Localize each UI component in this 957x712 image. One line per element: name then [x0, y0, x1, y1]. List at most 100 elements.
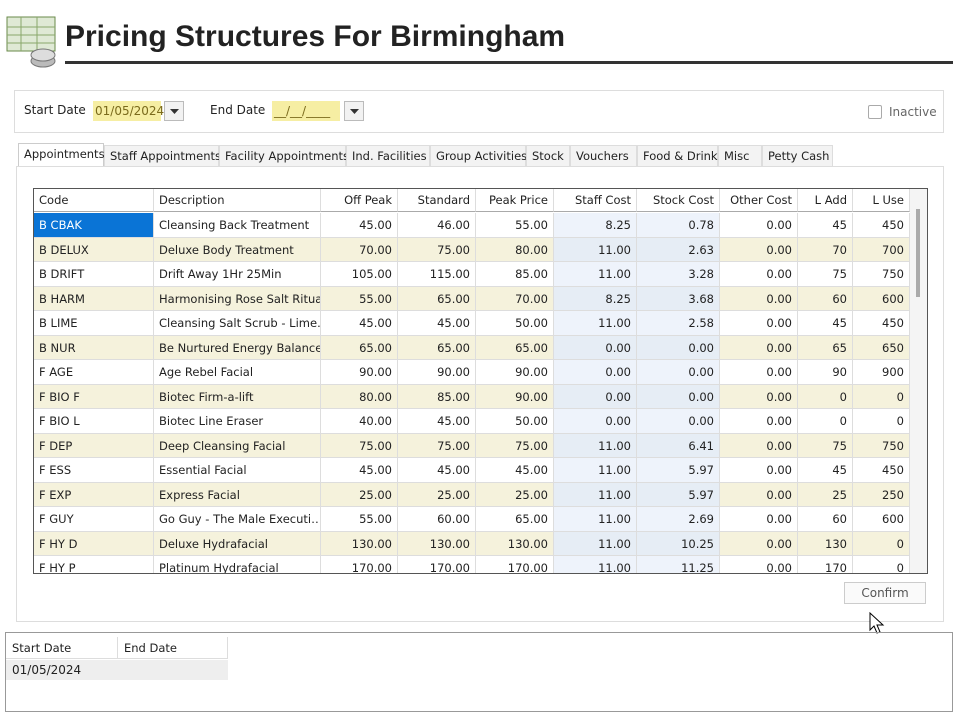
table-cell[interactable]: B HARM: [34, 286, 154, 311]
table-cell[interactable]: 45: [798, 311, 853, 336]
table-cell[interactable]: 11.00: [554, 433, 637, 458]
table-cell[interactable]: F DEP: [34, 433, 154, 458]
table-cell[interactable]: 11.00: [554, 237, 637, 262]
table-cell[interactable]: 45.00: [321, 213, 398, 238]
end-date[interactable]: __/__/____: [272, 101, 340, 121]
table-cell[interactable]: 45.00: [398, 458, 476, 483]
table-cell[interactable]: 11.00: [554, 507, 637, 532]
table-cell[interactable]: 0.00: [720, 409, 798, 434]
table-cell[interactable]: Be Nurtured Energy Balancer: [154, 335, 321, 360]
table-cell[interactable]: 75.00: [398, 237, 476, 262]
table-cell[interactable]: 60.00: [398, 507, 476, 532]
table-cell[interactable]: 750: [853, 262, 910, 287]
end-dropdown[interactable]: [344, 101, 364, 121]
table-cell[interactable]: F BIO F: [34, 384, 154, 409]
table-cell[interactable]: 50.00: [476, 409, 554, 434]
tab[interactable]: Ind. Facilities: [346, 145, 430, 167]
table-cell[interactable]: 700: [853, 237, 910, 262]
table-cell[interactable]: B NUR: [34, 335, 154, 360]
table-cell[interactable]: 70.00: [476, 286, 554, 311]
table-cell[interactable]: 8.25: [554, 286, 637, 311]
table-cell[interactable]: 0.00: [637, 409, 720, 434]
table-cell[interactable]: Biotec Firm-a-lift: [154, 384, 321, 409]
tab[interactable]: Misc: [718, 145, 762, 167]
table-cell[interactable]: 0.00: [720, 507, 798, 532]
table-cell[interactable]: 6.41: [637, 433, 720, 458]
table-cell[interactable]: Drift Away 1Hr 25Min: [154, 262, 321, 287]
table-cell[interactable]: 0.00: [720, 531, 798, 556]
table-cell[interactable]: 0: [798, 409, 853, 434]
table-cell[interactable]: 0.00: [637, 335, 720, 360]
table-cell[interactable]: 450: [853, 458, 910, 483]
table-cell[interactable]: 450: [853, 311, 910, 336]
table-cell[interactable]: 11.00: [554, 556, 637, 573]
table-cell[interactable]: 65.00: [476, 507, 554, 532]
table-cell[interactable]: 55.00: [476, 213, 554, 238]
table-cell[interactable]: 0.00: [720, 482, 798, 507]
table-cell[interactable]: 11.00: [554, 458, 637, 483]
table-cell[interactable]: 0: [798, 384, 853, 409]
table-cell[interactable]: 45: [798, 213, 853, 238]
table-cell[interactable]: B DELUX: [34, 237, 154, 262]
table-cell[interactable]: 2.63: [637, 237, 720, 262]
table-cell[interactable]: 80.00: [476, 237, 554, 262]
table-cell[interactable]: 750: [853, 433, 910, 458]
table-cell[interactable]: B DRIFT: [34, 262, 154, 287]
tab[interactable]: Facility Appointments: [219, 145, 349, 167]
table-cell[interactable]: F EXP: [34, 482, 154, 507]
table-cell[interactable]: 0.00: [720, 237, 798, 262]
table-cell[interactable]: 85.00: [476, 262, 554, 287]
table-cell[interactable]: 0.00: [637, 384, 720, 409]
table-cell[interactable]: 250: [853, 482, 910, 507]
table-cell[interactable]: 0.00: [720, 213, 798, 238]
table-cell[interactable]: F ESS: [34, 458, 154, 483]
table-cell[interactable]: Cleansing Back Treatment: [154, 213, 321, 238]
table-cell[interactable]: Deep Cleansing Facial: [154, 433, 321, 458]
table-cell[interactable]: Biotec Line Eraser: [154, 409, 321, 434]
tab[interactable]: Staff Appointments: [104, 145, 221, 167]
table-cell[interactable]: 130.00: [476, 531, 554, 556]
table-cell[interactable]: 0.00: [554, 409, 637, 434]
table-cell[interactable]: 65.00: [321, 335, 398, 360]
table-cell[interactable]: 0.00: [554, 384, 637, 409]
table-cell[interactable]: 0: [853, 556, 910, 573]
table-cell[interactable]: 75: [798, 433, 853, 458]
table-cell[interactable]: 650: [853, 335, 910, 360]
table-cell[interactable]: 105.00: [321, 262, 398, 287]
table-cell[interactable]: 45.00: [398, 311, 476, 336]
table-cell[interactable]: 600: [853, 507, 910, 532]
table-cell[interactable]: 5.97: [637, 482, 720, 507]
table-cell[interactable]: 170.00: [398, 556, 476, 573]
table-cell[interactable]: Age Rebel Facial: [154, 360, 321, 385]
table-cell[interactable]: 170: [798, 556, 853, 573]
table-cell[interactable]: 90.00: [321, 360, 398, 385]
table-cell[interactable]: 0.00: [554, 360, 637, 385]
table-cell[interactable]: 0.00: [720, 458, 798, 483]
table-cell[interactable]: 55.00: [321, 507, 398, 532]
table-cell[interactable]: 65.00: [398, 286, 476, 311]
table-cell[interactable]: 0.00: [720, 262, 798, 287]
table-cell[interactable]: 25.00: [321, 482, 398, 507]
table-cell[interactable]: 65.00: [398, 335, 476, 360]
start-date[interactable]: 01/05/2024: [93, 101, 164, 121]
table-cell[interactable]: 50.00: [476, 311, 554, 336]
table-cell[interactable]: 170.00: [321, 556, 398, 573]
table-cell[interactable]: 0.00: [720, 556, 798, 573]
table-cell[interactable]: 8.25: [554, 213, 637, 238]
table-cell[interactable]: 55.00: [321, 286, 398, 311]
tab[interactable]: Appointments: [18, 143, 105, 167]
table-cell[interactable]: 0.00: [637, 360, 720, 385]
tab[interactable]: Stock: [526, 145, 570, 167]
table-cell[interactable]: 90.00: [476, 384, 554, 409]
table-cell[interactable]: 11.00: [554, 482, 637, 507]
table-cell[interactable]: 80.00: [321, 384, 398, 409]
table-cell[interactable]: F AGE: [34, 360, 154, 385]
table-cell[interactable]: 2.58: [637, 311, 720, 336]
table-cell[interactable]: 0: [853, 531, 910, 556]
table-cell[interactable]: 600: [853, 286, 910, 311]
table-cell[interactable]: 25.00: [476, 482, 554, 507]
table-cell[interactable]: 90.00: [398, 360, 476, 385]
table-cell[interactable]: 45: [798, 458, 853, 483]
table-cell[interactable]: 130: [798, 531, 853, 556]
table-cell[interactable]: 0.00: [720, 433, 798, 458]
